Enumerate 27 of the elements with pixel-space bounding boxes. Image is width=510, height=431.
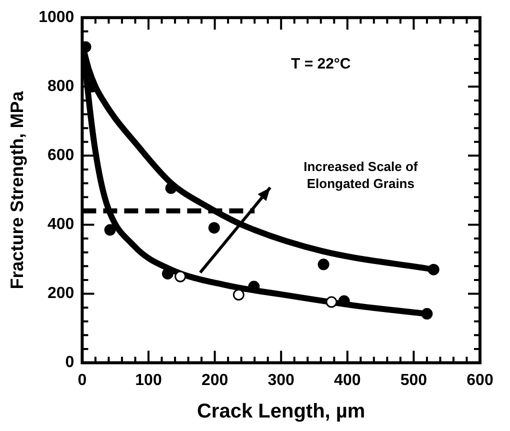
point (421, 308, 433, 320)
point (174, 270, 186, 282)
y-tick-label: 400 (47, 216, 74, 234)
point (232, 289, 244, 301)
y-tick-label: 200 (47, 285, 74, 302)
annotation: Increased Scale of Elongated Grains (304, 159, 418, 192)
x-tick-label: 0 (78, 372, 87, 389)
x-tick-label: 500 (400, 372, 428, 389)
x-tick-label: 300 (268, 372, 295, 389)
y-tick-label: 0 (65, 354, 74, 372)
point (165, 182, 177, 194)
y-tick-label: 1000 (38, 9, 74, 26)
y-tick-label: 800 (47, 78, 74, 96)
point (326, 296, 338, 308)
y-axis-title: Fracture Strength, MPa (6, 90, 27, 290)
point (338, 295, 350, 307)
point (208, 222, 220, 234)
x-tick-label: 600 (466, 372, 494, 389)
x-tick-label: 100 (135, 372, 162, 389)
point (318, 258, 330, 270)
point (428, 264, 440, 276)
x-tick-label: 200 (201, 372, 228, 389)
y-tick-label: 600 (47, 147, 74, 164)
x-tick-label: 400 (334, 372, 361, 389)
x-axis-title: Crack Length, µm (196, 400, 366, 423)
point (104, 224, 116, 236)
annotation: T = 22°C (290, 56, 351, 73)
